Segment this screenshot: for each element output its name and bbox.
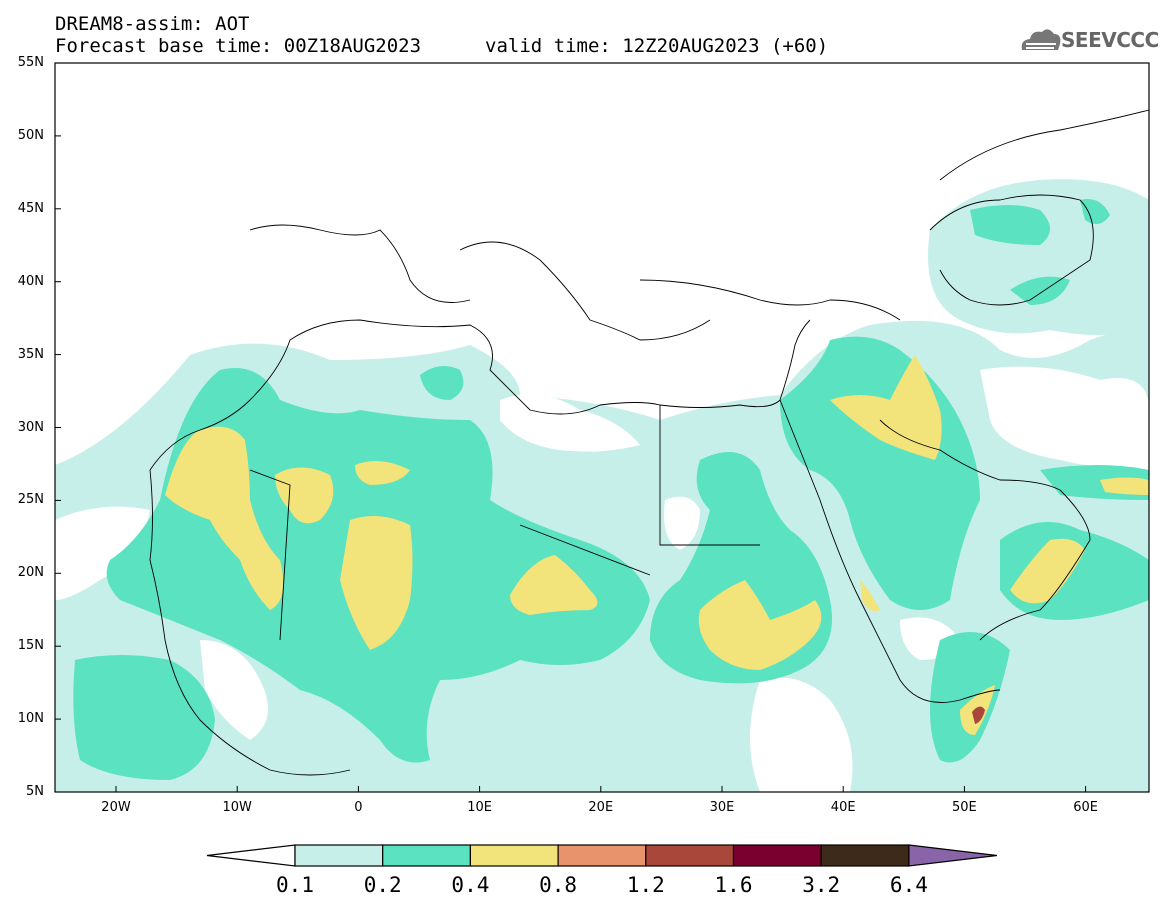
colorbar-segment [469, 844, 559, 867]
aot-band-0-4 [165, 355, 1149, 735]
lat-label: 50N [17, 127, 44, 143]
colorbar-tick-label: 1.2 [626, 873, 665, 897]
aot-band-1-2 [972, 706, 985, 724]
colorbar-tick-label: 1.6 [714, 873, 753, 897]
colorbar-tick-label: 0.2 [363, 873, 402, 897]
axis-ticks [55, 62, 1087, 793]
logo-text: SEEVCCC [1061, 28, 1159, 52]
lat-label: 30N [17, 419, 44, 435]
colorbar-tick-label: 0.1 [276, 873, 314, 897]
colorbar-segment [557, 844, 647, 867]
colorbar-segment [820, 844, 910, 867]
lon-label: 30E [709, 800, 735, 815]
lat-label: 45N [17, 200, 44, 216]
colorbar-tick-label: 3.2 [802, 873, 841, 897]
lat-label: 55N [17, 55, 44, 70]
lon-label: 10E [467, 800, 492, 815]
forecast-base-time: Forecast base time: 00Z18AUG2023 [55, 35, 422, 57]
colorbar-tick-label: 0.4 [451, 873, 490, 897]
colorbar-tick-label: 6.4 [889, 873, 928, 897]
lon-label: 20W [101, 800, 131, 815]
lat-label: 20N [17, 565, 44, 581]
coastlines [149, 109, 1149, 776]
lat-label: 40N [17, 273, 44, 289]
colorbar-segment [732, 844, 822, 867]
valid-time: valid time: 12Z20AUG2023 (+60) [485, 35, 829, 57]
colorbar-segment [645, 844, 735, 867]
colorbar-segment [294, 844, 384, 867]
lat-label: 35N [17, 346, 44, 362]
cloud-logo-icon [1021, 29, 1061, 50]
lon-label: 60E [1073, 800, 1098, 815]
lon-label: 40E [830, 800, 856, 815]
lon-label: 20E [588, 800, 614, 815]
colorbar-low-arrow [206, 844, 296, 867]
lat-label: 15N [17, 638, 44, 654]
lat-label: 25N [17, 492, 44, 508]
lat-label: 5N [26, 784, 44, 799]
lon-label: 0 [354, 800, 363, 815]
aot-contour-fields [55, 179, 1149, 792]
colorbar-tick-label: 0.8 [539, 873, 578, 897]
colorbar-segment [382, 844, 472, 867]
map-title: DREAM8-assim: AOT [55, 13, 250, 35]
colorbar [206, 844, 997, 867]
lat-label: 10N [17, 711, 44, 727]
colorbar-high-arrow [908, 844, 997, 867]
lon-label: 10W [222, 800, 252, 815]
lon-label: 50E [952, 800, 977, 815]
